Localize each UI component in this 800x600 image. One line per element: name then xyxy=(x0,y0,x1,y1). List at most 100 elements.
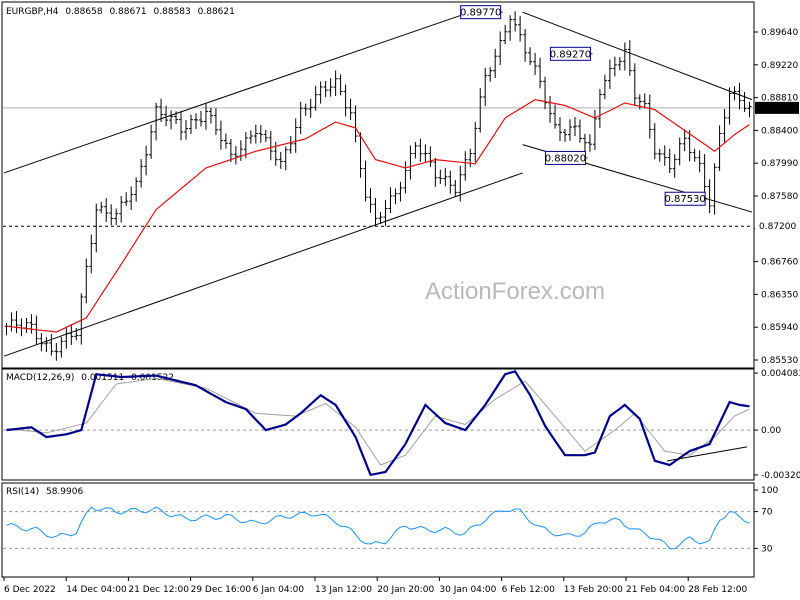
ohlc-bar xyxy=(498,31,503,65)
ohlc-bar xyxy=(179,110,184,141)
rsi-value: 58.9906 xyxy=(46,487,83,497)
price-annotation-box xyxy=(544,150,586,165)
ohlc-bar xyxy=(139,159,144,188)
ohlc-bar xyxy=(104,198,109,222)
price-annotation-label: 0.89770 xyxy=(460,8,501,19)
ohlc-bar xyxy=(543,76,548,110)
ohlc-bar xyxy=(592,110,597,150)
current-price-bg xyxy=(755,101,799,114)
ohlc-bar xyxy=(438,169,443,184)
ohlc-bar xyxy=(328,78,333,97)
x-tick-label: 20 Jan 20:00 xyxy=(377,585,434,595)
x-tick-label: 28 Feb 12:00 xyxy=(688,585,747,595)
ohlc-bar xyxy=(642,93,647,109)
ohlc-bar xyxy=(622,42,627,71)
x-tick-label: 30 Jan 04:00 xyxy=(439,585,496,595)
ohlc-bar xyxy=(114,208,119,226)
ohlc-bar xyxy=(338,74,343,96)
ohlc-bar xyxy=(243,132,248,159)
ohlc-bar xyxy=(74,328,79,341)
ohlc-bar xyxy=(368,188,373,213)
ohlc-bar xyxy=(558,117,563,142)
ohlc-bar xyxy=(54,342,59,361)
ohlc-bar xyxy=(627,40,632,76)
ohlc-bar xyxy=(732,86,737,101)
ohlc-bar xyxy=(727,87,732,125)
ohlc-bar xyxy=(518,15,523,42)
price-annotation: 0.89270 xyxy=(549,46,593,61)
price-y-tick-label: 0.88400 xyxy=(761,126,798,136)
ohlc-bar xyxy=(677,137,682,166)
ohlc-bar xyxy=(398,181,403,202)
ohlc-bar xyxy=(483,67,488,107)
ohlc-bar xyxy=(298,101,303,135)
ohlc-bar xyxy=(428,146,433,167)
ohlc-bar xyxy=(657,148,662,162)
ohlc-bar xyxy=(707,179,712,214)
price-y-tick-label: 0.86760 xyxy=(761,258,798,268)
ohlc-bar xyxy=(134,177,139,202)
ohlc-bar xyxy=(213,108,218,135)
ohlc-bar xyxy=(577,119,582,143)
price-y-tick-label: 0.87580 xyxy=(761,192,798,202)
ohlc-bar xyxy=(423,144,428,162)
support-level-bg xyxy=(755,220,799,233)
macd-y-tick-label: 0.004083 xyxy=(761,369,800,379)
ohlc-bar xyxy=(478,87,483,133)
ohlc-bar xyxy=(44,337,49,353)
ohlc-bar xyxy=(94,203,99,253)
price-annotation-box xyxy=(549,46,591,61)
ohlc-bar xyxy=(712,163,717,215)
ohlc-bar xyxy=(692,148,697,162)
ohlc-bar xyxy=(323,81,328,97)
price-annotation-label: 0.87530 xyxy=(664,194,705,205)
ohlc-bar xyxy=(612,56,617,77)
price-annotation: 0.88020 xyxy=(544,150,588,165)
channel-trendline xyxy=(3,172,523,357)
macd-trendline xyxy=(667,446,748,462)
ohlc-bar xyxy=(228,138,233,163)
rsi-y-tick-label: 30 xyxy=(761,544,773,554)
ohlc-bar xyxy=(602,74,607,100)
ohlc-bar xyxy=(717,125,722,171)
ohlc-bar xyxy=(223,133,228,149)
support-level-label: 0.87200 xyxy=(759,222,796,232)
ohlc-bar xyxy=(208,107,213,124)
price-annotation-box xyxy=(664,191,706,206)
ohlc-bar xyxy=(353,105,358,143)
ohlc-bar xyxy=(198,110,203,127)
ohlc-bar xyxy=(418,138,423,162)
price-y-tick-label: 0.85940 xyxy=(761,323,798,333)
ohlc-bar xyxy=(69,324,74,346)
ohlc-bar xyxy=(278,151,283,169)
rsi-y-tick-label: 70 xyxy=(761,508,773,518)
ohlc-bar xyxy=(169,110,174,130)
ohlc-bar xyxy=(184,119,189,140)
ohlc-bar xyxy=(682,129,687,152)
ohlc-bar xyxy=(553,104,558,129)
ohlc-bar xyxy=(617,57,622,71)
rsi-line xyxy=(6,506,750,550)
x-tick-label: 14 Dec 04:00 xyxy=(66,585,127,595)
ohlc-bar xyxy=(587,134,592,152)
ohlc-bar xyxy=(283,146,288,171)
symbol-title: EURGBP,H4 xyxy=(6,7,59,17)
ohlc-bar xyxy=(433,157,438,187)
ohlc-bar xyxy=(473,121,478,163)
ohlc-high: 0.88671 xyxy=(109,7,146,17)
macd-y-tick-label: -0.003209 xyxy=(761,471,800,481)
ohlc-bar xyxy=(493,48,498,78)
macd-y-tick-label: 0.00 xyxy=(761,426,781,436)
ohlc-bar xyxy=(572,116,577,137)
ohlc-bar xyxy=(318,81,323,104)
ohlc-bar xyxy=(164,105,169,127)
ohlc-bar xyxy=(597,88,602,128)
ohlc-bar xyxy=(308,98,313,118)
ohlc-bar xyxy=(258,125,263,143)
ohlc-bar xyxy=(408,145,413,180)
ohlc-bar xyxy=(687,130,692,162)
ohlc-low: 0.88583 xyxy=(154,7,191,17)
ohlc-bar xyxy=(538,57,543,89)
ohlc-bar xyxy=(89,234,94,274)
ohlc-bar xyxy=(413,141,418,159)
